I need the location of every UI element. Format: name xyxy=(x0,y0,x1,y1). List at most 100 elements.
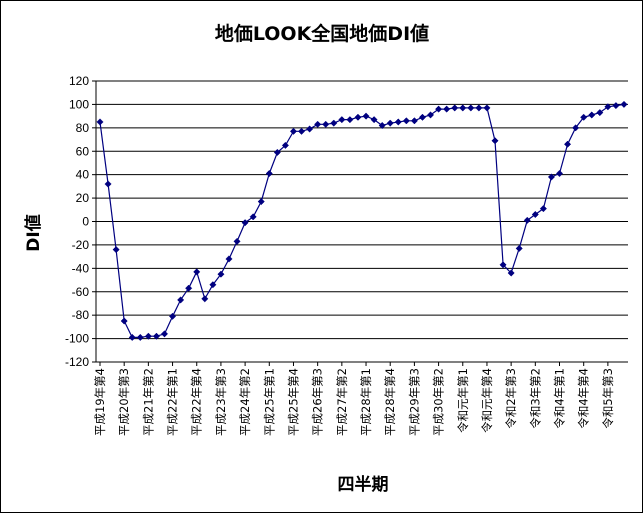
data-point xyxy=(217,270,225,278)
data-point xyxy=(515,244,523,252)
x-category-label: 平成25年第1 xyxy=(262,368,276,436)
data-point xyxy=(160,330,169,338)
y-tick-label: -100 xyxy=(65,332,89,346)
series-line xyxy=(99,103,625,338)
data-point xyxy=(451,104,459,112)
data-point xyxy=(531,210,539,219)
data-point xyxy=(209,281,217,289)
data-point xyxy=(588,111,596,119)
data-point xyxy=(596,109,604,117)
data-point xyxy=(338,116,346,124)
data-point xyxy=(185,284,193,292)
x-category-label: 平成21年第2 xyxy=(141,368,155,436)
data-point xyxy=(507,269,515,277)
series xyxy=(96,100,628,341)
x-category-label: 平成19年第4 xyxy=(93,368,107,436)
y-tick-label: -80 xyxy=(72,308,90,322)
data-point xyxy=(539,205,547,213)
data-point xyxy=(410,117,418,125)
x-category-label: 平成27年第2 xyxy=(335,368,349,436)
x-category-label: 平成26年第3 xyxy=(311,368,325,436)
data-point xyxy=(120,317,128,325)
data-point xyxy=(265,169,273,178)
data-point xyxy=(281,141,289,149)
x-category-label: 令和2年第3 xyxy=(504,368,518,429)
data-point xyxy=(555,169,564,178)
y-tick-label: -120 xyxy=(65,355,89,369)
data-point xyxy=(467,104,475,112)
x-axis-label: 四半期 xyxy=(338,474,389,495)
data-point xyxy=(620,100,628,108)
data-point xyxy=(378,121,386,130)
data-point xyxy=(612,102,620,110)
data-point xyxy=(346,116,354,124)
x-category-label: 平成22年第1 xyxy=(166,368,180,436)
x-category-labels: 平成19年第4 平成20年第3 平成21年第2 平成22年第1 平成22年第4 平成23年… xyxy=(93,368,615,436)
y-tick-label: 120 xyxy=(69,74,89,88)
data-point xyxy=(241,219,249,227)
y-tick-label: -20 xyxy=(72,238,90,252)
gridlines xyxy=(96,80,628,340)
x-category-label: 平成22年第4 xyxy=(190,368,204,436)
x-category-label: 平成25年第4 xyxy=(286,368,300,436)
x-category-label: 令和5年第3 xyxy=(601,368,615,429)
data-point xyxy=(491,137,499,145)
data-point xyxy=(177,296,185,304)
x-category-label: 平成20年第3 xyxy=(117,368,131,436)
data-point xyxy=(443,105,451,113)
x-category-label: 平成29年第3 xyxy=(407,368,421,436)
x-category-label: 平成30年第2 xyxy=(432,368,446,436)
data-point xyxy=(475,104,483,112)
data-point xyxy=(572,124,580,132)
x-category-label: 平成28年第4 xyxy=(383,368,397,436)
data-point xyxy=(169,312,177,320)
y-tick-labels: -120 -100 -80 -60 -40 -20 0 20 40 60 80 100 120 xyxy=(65,74,89,369)
data-point xyxy=(499,261,507,269)
data-point xyxy=(604,103,612,111)
x-category-label: 令和4年第1 xyxy=(553,368,567,429)
data-point xyxy=(564,140,572,148)
data-point xyxy=(306,125,314,133)
data-point xyxy=(435,105,443,113)
data-point xyxy=(370,116,378,124)
data-point xyxy=(152,332,160,340)
data-point xyxy=(402,117,410,125)
data-point xyxy=(386,119,394,127)
data-point xyxy=(128,333,136,341)
y-tick-label: -60 xyxy=(72,285,90,299)
data-point xyxy=(330,119,338,127)
y-tick-label: 80 xyxy=(76,121,90,135)
x-category-label: 平成23年第3 xyxy=(214,368,228,436)
data-point xyxy=(112,246,120,254)
y-tick-label: 100 xyxy=(69,97,89,111)
data-point xyxy=(418,113,427,121)
data-point xyxy=(523,216,531,224)
y-tick-label: 20 xyxy=(76,191,90,205)
axes xyxy=(92,80,628,366)
data-point xyxy=(314,120,322,128)
data-point xyxy=(257,198,265,206)
data-point xyxy=(426,111,435,119)
data-point xyxy=(289,127,298,135)
data-point xyxy=(136,333,144,341)
data-point xyxy=(547,173,555,181)
data-point xyxy=(225,255,233,263)
data-point xyxy=(193,268,201,276)
data-point xyxy=(322,120,330,128)
data-point xyxy=(483,104,491,112)
data-point xyxy=(394,118,402,126)
data-point xyxy=(273,148,281,156)
y-axis-label: DI値 xyxy=(23,214,44,251)
data-point xyxy=(201,295,209,303)
y-tick-label: -40 xyxy=(72,261,90,275)
data-point xyxy=(249,213,257,221)
x-category-label: 令和元年第4 xyxy=(480,368,494,433)
y-tick-label: 40 xyxy=(76,168,90,182)
data-point xyxy=(297,127,306,135)
data-point xyxy=(104,180,112,188)
data-point xyxy=(144,332,152,340)
x-category-label: 平成28年第1 xyxy=(359,368,373,436)
y-tick-label: 0 xyxy=(82,215,89,229)
